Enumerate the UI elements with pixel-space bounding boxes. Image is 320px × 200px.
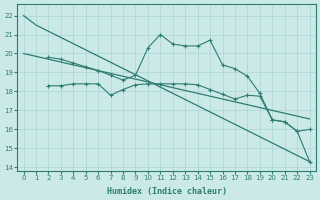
X-axis label: Humidex (Indice chaleur): Humidex (Indice chaleur) [107, 187, 227, 196]
